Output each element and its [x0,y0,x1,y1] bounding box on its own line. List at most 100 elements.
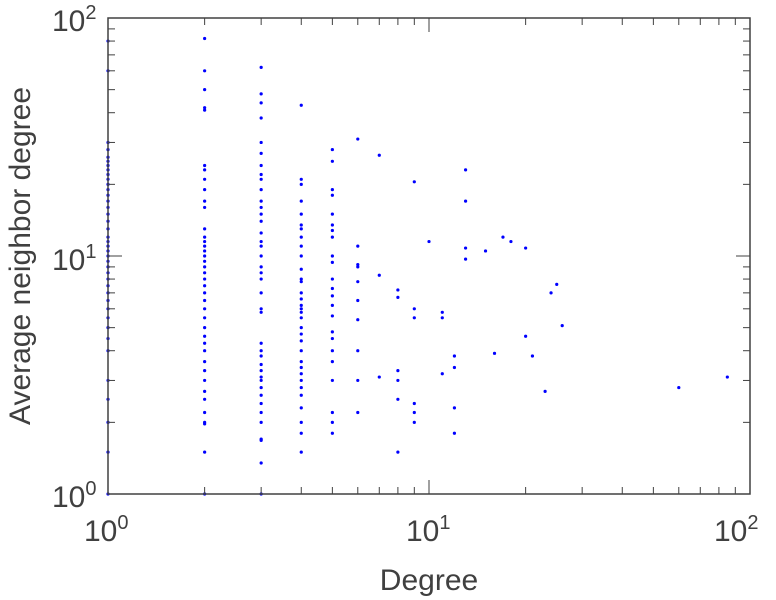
data-point [330,431,334,435]
data-point [259,354,263,358]
data-point [524,246,528,250]
data-point [259,188,263,192]
data-point [203,239,207,244]
data-point [203,316,207,320]
data-point [330,223,334,227]
data-point [330,188,334,192]
data-point [356,318,360,322]
data-point [330,336,334,341]
data-point [299,244,303,248]
data-point [203,450,207,454]
data-point [440,316,444,320]
data-point [203,378,207,383]
data-point [299,303,303,308]
data-point [299,450,303,454]
data-point [299,365,303,370]
data-point [203,106,207,110]
data-point [259,101,263,105]
data-point [203,326,207,330]
data-point [259,410,263,415]
data-point [203,69,207,73]
data-point [299,378,303,383]
data-point [203,254,207,258]
data-point [330,314,334,318]
data-point [299,103,303,107]
data-point [299,393,303,397]
data-point [259,163,263,168]
data-point [203,397,207,401]
data-point [440,372,444,376]
data-point [555,282,559,286]
data-point [412,420,416,424]
data-point [299,199,303,203]
data-point [203,177,207,181]
data-point [330,193,334,197]
data-point [560,324,564,328]
data-point [330,159,334,163]
data-points [106,36,729,496]
data-point [330,294,334,298]
data-point [203,368,207,373]
data-point [530,354,535,358]
data-point [412,316,416,320]
data-point [259,310,263,314]
data-point [299,267,303,271]
data-point [203,334,207,338]
data-point [463,168,468,172]
data-point [259,420,263,424]
data-point [203,108,207,112]
data-point [259,349,263,353]
data-point [259,151,263,155]
data-point [330,228,334,233]
data-point [356,410,360,415]
data-point [299,223,303,227]
data-point [330,260,334,264]
x-axis-title: Degree [380,564,478,597]
data-point [330,277,334,281]
data-point [203,265,207,269]
data-point [440,310,444,314]
data-point [203,291,207,295]
data-point [412,401,416,406]
data-point [299,277,303,281]
data-point [299,212,303,216]
data-point [330,420,334,424]
data-point [259,231,263,235]
x-tick-label-1: 100 [84,512,129,548]
data-point [259,438,263,442]
minor-ticks [108,18,750,494]
data-point [259,239,263,244]
data-point [452,406,457,410]
data-point [452,354,457,358]
data-point [492,351,497,355]
y-tick-label-10: 101 [52,241,97,277]
data-point [299,310,303,314]
data-point [330,147,334,152]
x-tick-label-100: 102 [714,512,759,548]
data-point [412,307,416,311]
data-point [396,295,400,299]
data-point [412,410,416,415]
data-point [259,205,263,210]
data-point [259,291,263,295]
data-point [377,153,381,157]
data-point [203,298,207,303]
data-point [203,36,207,41]
y-axis-title: Average neighbor degree [4,87,37,425]
data-point [203,244,207,248]
data-point [299,349,303,353]
data-point [330,254,334,258]
data-point [543,389,547,393]
data-point [330,360,334,364]
data-point [259,341,263,345]
data-point [203,205,207,210]
data-point [259,212,263,216]
data-point [330,303,334,308]
data-point [259,385,263,390]
data-point [259,92,263,96]
data-point [203,284,207,288]
data-point [259,307,263,311]
data-point [330,235,334,239]
data-point [501,235,505,239]
